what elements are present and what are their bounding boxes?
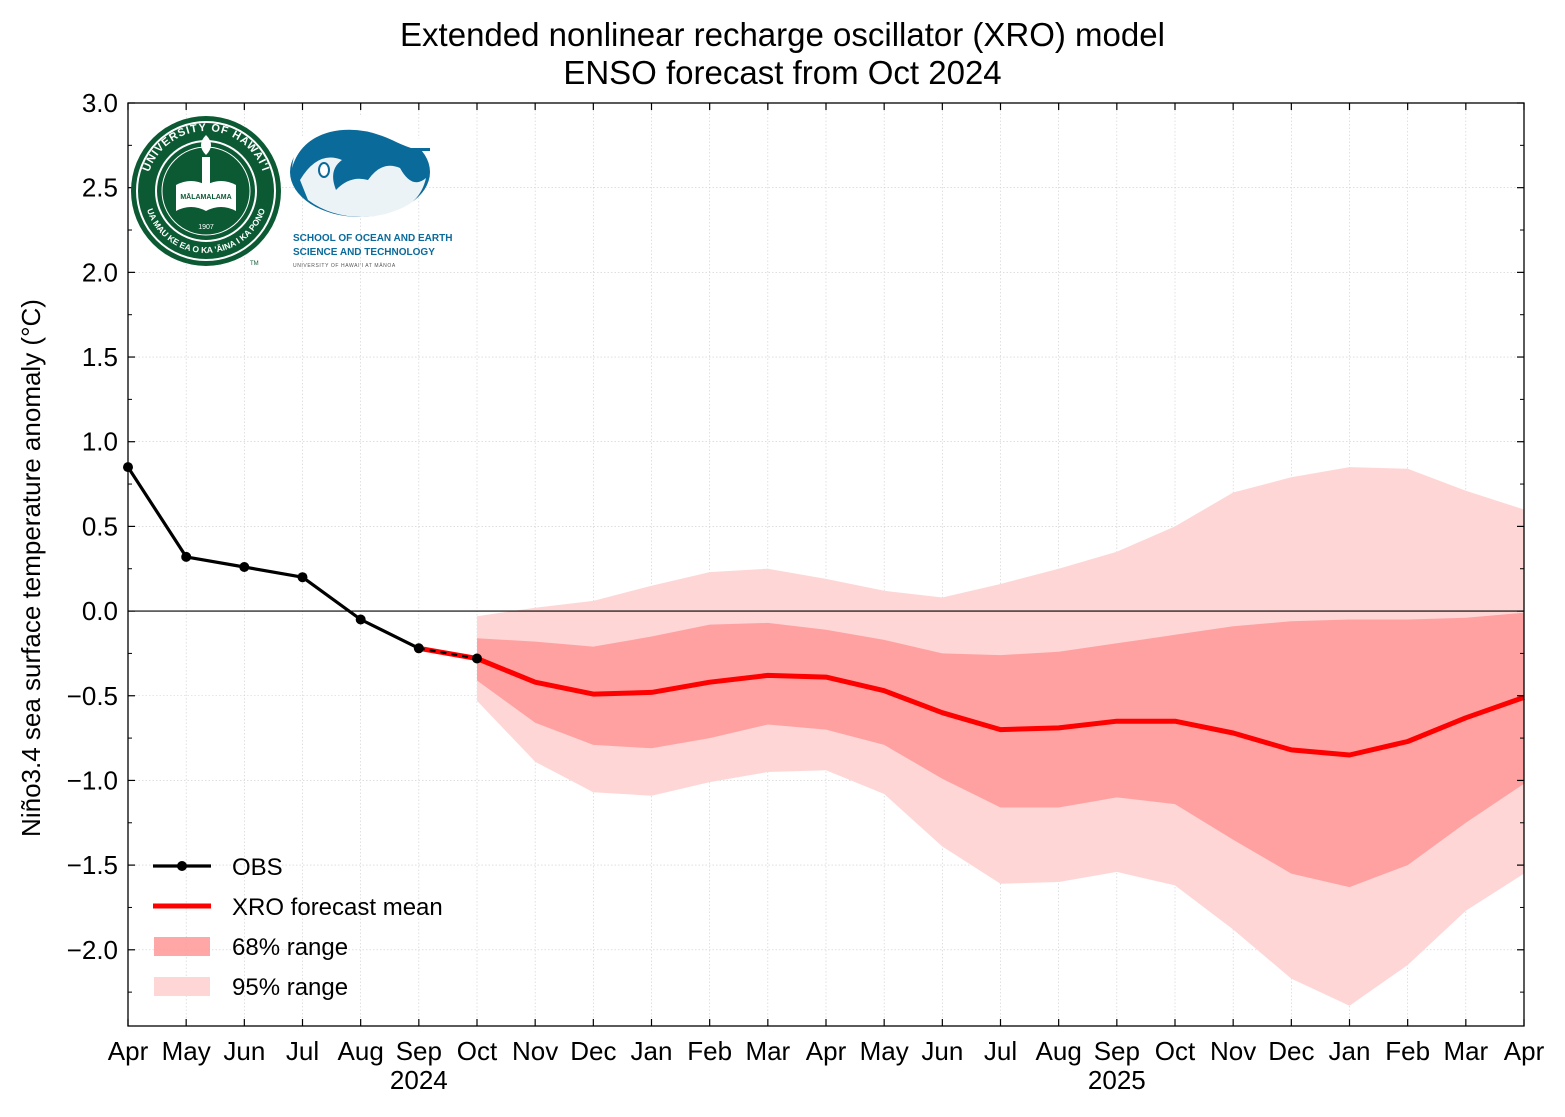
x-tick-label: Jan [631, 1036, 673, 1066]
chart-subtitle: ENSO forecast from Oct 2024 [563, 54, 1002, 91]
x-tick-label: Feb [687, 1036, 732, 1066]
y-tick-label: −2.0 [67, 935, 118, 965]
y-tick-label: −0.5 [67, 681, 118, 711]
svg-text:SCIENCE AND TECHNOLOGY: SCIENCE AND TECHNOLOGY [293, 247, 435, 258]
x-tick-label: Jan [1329, 1036, 1371, 1066]
x-tick-label: Nov [1210, 1036, 1256, 1066]
svg-text:1907: 1907 [198, 224, 214, 231]
legend-95-label: 95% range [232, 974, 348, 1001]
y-tick-label: 1.0 [82, 427, 118, 457]
obs-point [413, 643, 424, 654]
x-tick-label: Oct [457, 1036, 498, 1066]
x-tick-label: Jun [921, 1036, 963, 1066]
x-tick-label: Dec [570, 1036, 616, 1066]
y-tick-label: 1.5 [82, 342, 118, 372]
legend-68-swatch [154, 937, 210, 956]
x-tick-label: Sep [396, 1036, 442, 1066]
x-tick-label: Apr [1504, 1036, 1545, 1066]
obs-series [123, 462, 482, 664]
y-tick-label: −1.0 [67, 765, 118, 795]
axis-ticks [127, 102, 1525, 1026]
legend-68-label: 68% range [232, 934, 348, 961]
x-tick-label: May [860, 1036, 909, 1066]
x-tick-label: Sep [1094, 1036, 1140, 1066]
legend-forecast-label: XRO forecast mean [232, 894, 443, 921]
svg-text:TM: TM [250, 261, 259, 267]
forecast-mean-series [418, 645, 1525, 758]
soest-logo: SCHOOL OF OCEAN AND EARTH SCIENCE AND TE… [290, 115, 452, 269]
svg-text:MĀLAMALAMA: MĀLAMALAMA [180, 193, 231, 201]
obs-point [297, 572, 308, 583]
x-tick-label: Aug [338, 1036, 384, 1066]
obs-point [355, 614, 366, 625]
legend-obs-label: OBS [232, 854, 283, 881]
year-labels: 2024 2025 [390, 1065, 1146, 1095]
x-tick-label: Oct [1155, 1036, 1196, 1066]
x-tick-label: Jun [223, 1036, 265, 1066]
x-tick-label: May [162, 1036, 211, 1066]
obs-line [126, 466, 420, 650]
legend-obs-marker [177, 861, 187, 871]
y-tick-label: 0.0 [82, 596, 118, 626]
x-tick-label: Mar [1443, 1036, 1488, 1066]
svg-text:SCHOOL OF OCEAN AND EARTH: SCHOOL OF OCEAN AND EARTH [293, 233, 452, 244]
x-tick-label: Jul [286, 1036, 319, 1066]
y-tick-label: 2.5 [82, 173, 118, 203]
obs-point [239, 562, 250, 572]
x-tick-label: Nov [512, 1036, 558, 1066]
obs-line-last-segment [418, 647, 478, 660]
svg-text:UNIVERSITY OF HAWAI'I AT MĀNOA: UNIVERSITY OF HAWAI'I AT MĀNOA [293, 262, 396, 269]
x-tick-label: Mar [745, 1036, 790, 1066]
y-tick-label: 0.5 [82, 511, 118, 541]
band-area [477, 612, 1524, 888]
year-label: 2024 [390, 1065, 448, 1095]
legend-95-swatch [154, 977, 210, 996]
x-tick-labels: Apr May Jun Jul Aug Sep Oct Nov Dec Jan Feb Mar Apr M… [108, 1036, 1545, 1066]
obs-point [181, 551, 192, 562]
y-tick-label: −1.5 [67, 850, 118, 880]
y-tick-label: 2.0 [82, 257, 118, 287]
x-tick-label: Aug [1036, 1036, 1082, 1066]
year-label: 2025 [1088, 1065, 1146, 1095]
x-tick-label: Dec [1268, 1036, 1314, 1066]
y-tick-label: 3.0 [82, 88, 118, 118]
x-tick-label: Jul [984, 1036, 1017, 1066]
x-tick-label: Feb [1385, 1036, 1430, 1066]
obs-point [472, 653, 482, 664]
y-tick-labels: −2.0 −1.5 −1.0 −0.5 0.0 0.5 1.0 1.5 2.0 2.5 3.0 [67, 88, 118, 965]
university-of-hawaii-seal: UNIVERSITY OF HAWAI'I UA MAU KE EA O KA … [131, 116, 281, 267]
y-axis-label: Niño3.4 sea surface temperature anomaly … [16, 299, 46, 837]
forecast-mean-line [418, 645, 1525, 758]
band-68-range [477, 612, 1524, 888]
x-tick-label: Apr [806, 1036, 847, 1066]
chart-title: Extended nonlinear recharge oscillator (… [400, 16, 1165, 53]
x-tick-label: Apr [108, 1036, 149, 1066]
legend: OBS XRO forecast mean 68% range 95% rang… [153, 854, 443, 1001]
